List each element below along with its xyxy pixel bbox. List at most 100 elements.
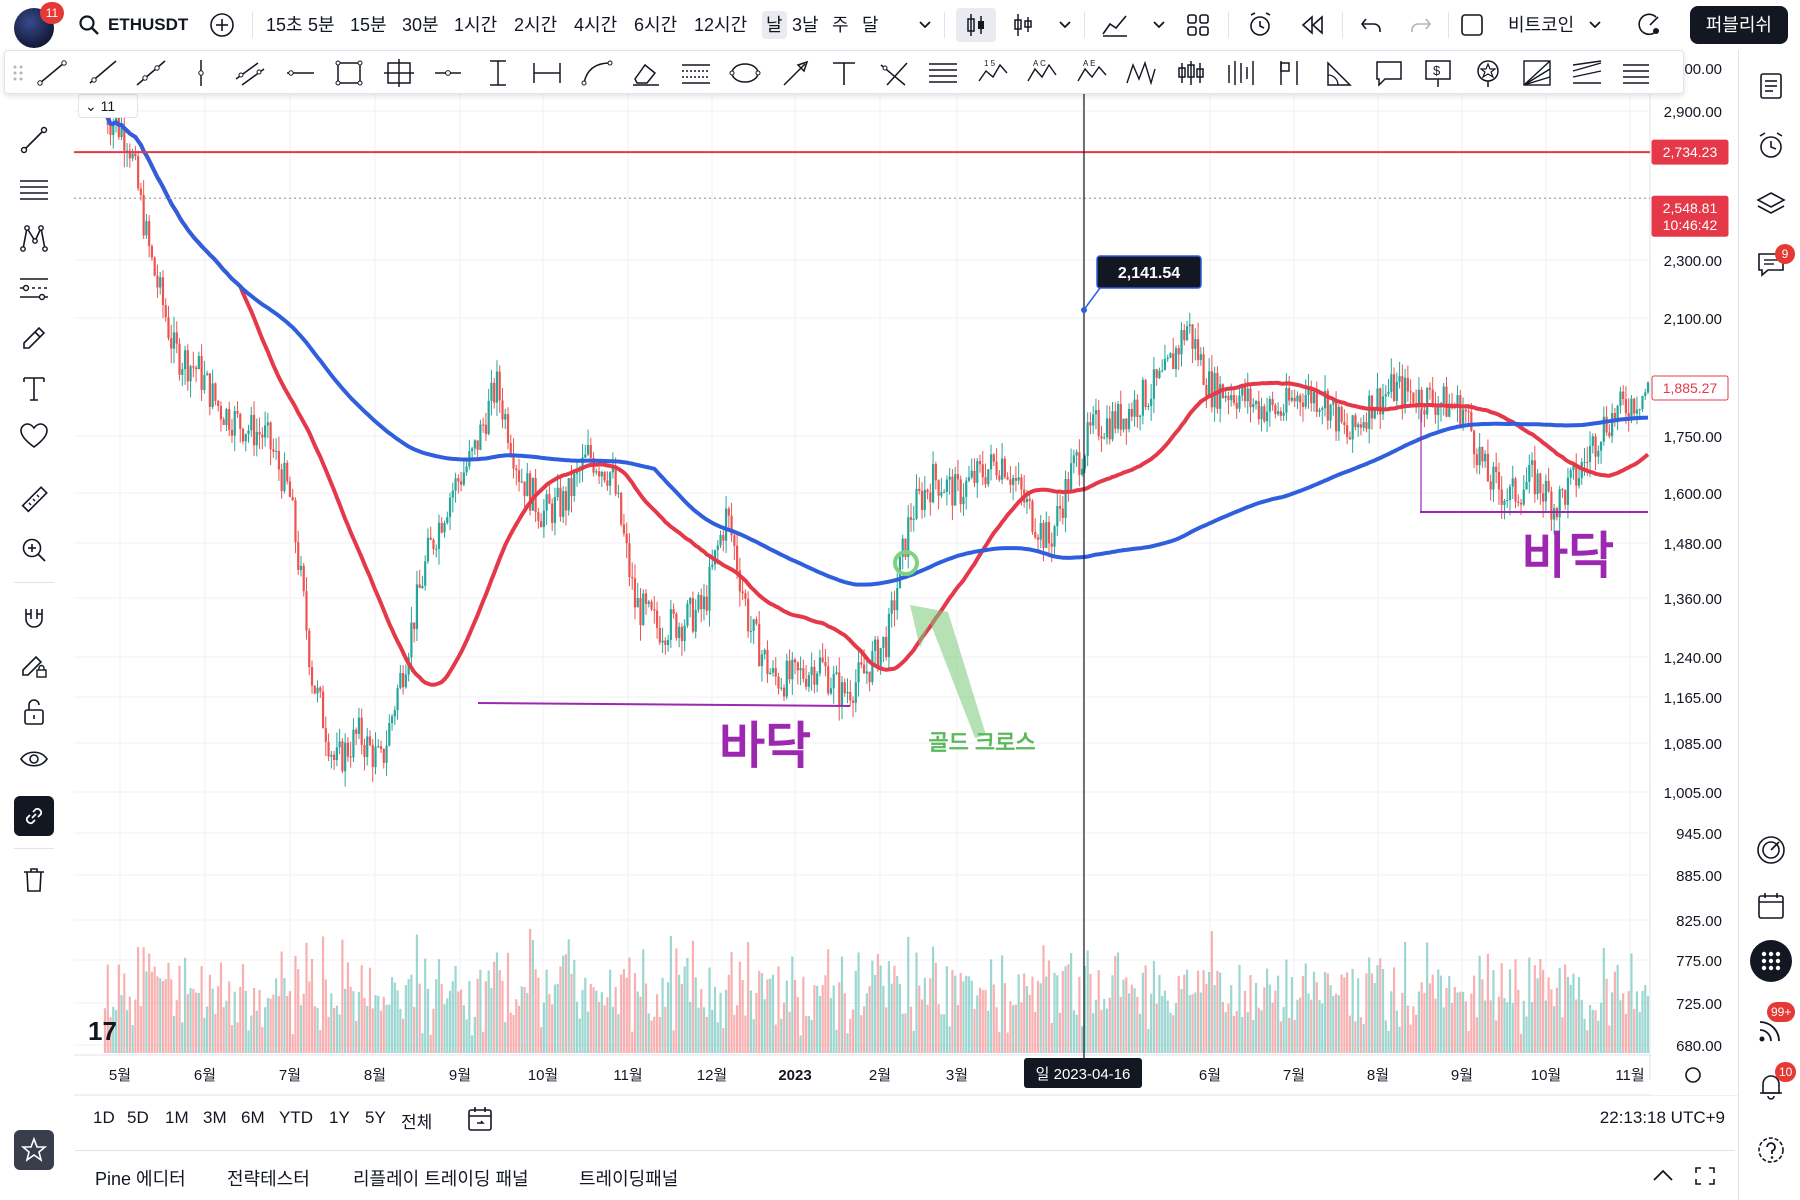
pattern-15-icon[interactable]: 1 5 bbox=[976, 57, 1010, 89]
goto-date-icon[interactable] bbox=[465, 1104, 495, 1139]
watchlist-icon[interactable] bbox=[1751, 66, 1791, 106]
chevron-up-icon[interactable] bbox=[1651, 1167, 1675, 1188]
trash-icon[interactable] bbox=[14, 860, 54, 900]
forecast-icon[interactable] bbox=[14, 268, 54, 308]
chevron-down-icon[interactable] bbox=[1588, 8, 1602, 42]
alarm-clock-icon[interactable] bbox=[1751, 126, 1791, 166]
zoom-in-icon[interactable] bbox=[14, 530, 54, 570]
range-0[interactable]: 1D bbox=[93, 1108, 115, 1127]
head-shoulders-icon[interactable] bbox=[1124, 57, 1158, 89]
timeframe-2[interactable]: 15분 bbox=[350, 15, 387, 35]
timeframe-8[interactable]: 12시간 bbox=[694, 15, 748, 35]
pattern-icon[interactable] bbox=[14, 218, 54, 258]
timeframe-5[interactable]: 2시간 bbox=[514, 15, 558, 35]
compare-add-icon[interactable] bbox=[208, 8, 236, 42]
fib-levels-icon[interactable] bbox=[926, 57, 960, 89]
ruler-icon[interactable] bbox=[14, 480, 54, 520]
fib-channel-icon[interactable] bbox=[679, 57, 713, 89]
cursor-count-tag[interactable]: ⌄ 11 bbox=[78, 94, 138, 118]
fib-fan-icon[interactable] bbox=[1520, 57, 1554, 89]
bottom-tab-0[interactable]: Pine 에디터 bbox=[95, 1169, 186, 1189]
elliott-bars-2-icon[interactable] bbox=[1223, 57, 1257, 89]
bottom-tab-2[interactable]: 리플레이 트레이딩 패널 bbox=[353, 1169, 529, 1189]
utc-clock[interactable]: 22:13:18 UTC+9 bbox=[1599, 1108, 1725, 1127]
triangle-ruler-icon[interactable] bbox=[1322, 57, 1356, 89]
vertical-measure-icon[interactable] bbox=[481, 57, 515, 89]
pattern-ac-icon[interactable]: A C bbox=[1025, 57, 1059, 89]
horizontal-line-pt-icon[interactable] bbox=[431, 57, 465, 89]
range-5[interactable]: YTD bbox=[279, 1108, 313, 1127]
pin-icon[interactable] bbox=[1471, 57, 1505, 89]
timeframe-4[interactable]: 1시간 bbox=[454, 15, 498, 35]
eye-icon[interactable] bbox=[14, 740, 54, 780]
candles-chart-type-icon[interactable] bbox=[956, 8, 996, 42]
layout-grid-icon[interactable] bbox=[1186, 8, 1210, 42]
arc-icon[interactable] bbox=[580, 57, 614, 89]
calendar-icon[interactable] bbox=[1751, 886, 1791, 926]
timeframe-7[interactable]: 6시간 bbox=[634, 15, 678, 35]
timeframe-3[interactable]: 30분 bbox=[402, 15, 439, 35]
timeframe-6[interactable]: 4시간 bbox=[574, 15, 618, 35]
search-icon[interactable] bbox=[78, 8, 100, 42]
trend-line-icon[interactable] bbox=[14, 120, 54, 160]
bar-chart-type-icon[interactable] bbox=[1012, 8, 1036, 42]
lock-drawing-icon[interactable] bbox=[14, 646, 54, 686]
ray-icon[interactable] bbox=[85, 57, 119, 89]
alert-add-icon[interactable] bbox=[1246, 8, 1276, 42]
redo-icon[interactable] bbox=[1410, 8, 1432, 42]
extended-line-icon[interactable] bbox=[134, 57, 168, 89]
bell-icon[interactable] bbox=[1751, 1066, 1791, 1106]
horizontal-ray-icon[interactable] bbox=[283, 57, 317, 89]
chevron-down-icon[interactable] bbox=[1058, 8, 1072, 42]
stream-icon[interactable] bbox=[1751, 1010, 1791, 1050]
symbol-search[interactable]: ETHUSDT bbox=[108, 15, 189, 34]
text-icon[interactable] bbox=[14, 368, 54, 408]
date-range-icon[interactable] bbox=[530, 57, 564, 89]
rectangle-icon[interactable] bbox=[332, 57, 366, 89]
target-icon[interactable] bbox=[1751, 830, 1791, 870]
bottom-tab-3[interactable]: 트레이딩패널 bbox=[579, 1169, 679, 1189]
cross-rect-icon[interactable] bbox=[382, 57, 416, 89]
pattern-ae-icon[interactable]: A E bbox=[1075, 57, 1109, 89]
fib-retracement-icon[interactable] bbox=[14, 170, 54, 210]
heart-icon[interactable] bbox=[14, 416, 54, 456]
crossed-lines-icon[interactable] bbox=[877, 57, 911, 89]
vertical-line-icon[interactable] bbox=[184, 57, 218, 89]
layers-icon[interactable] bbox=[1751, 184, 1791, 224]
bottom-tab-1[interactable]: 전략테스터 bbox=[227, 1169, 310, 1189]
timeframe-0[interactable]: 15초 bbox=[266, 15, 303, 35]
link-icon[interactable] bbox=[14, 796, 54, 836]
help-icon[interactable] bbox=[1751, 1130, 1791, 1170]
quick-search-icon[interactable] bbox=[1636, 8, 1664, 42]
timeframe-11[interactable]: 주 bbox=[832, 15, 849, 35]
range-1[interactable]: 5D bbox=[127, 1108, 149, 1127]
elliott-bars-icon[interactable] bbox=[1174, 57, 1208, 89]
magnet-icon[interactable] bbox=[14, 600, 54, 640]
unlock-icon[interactable] bbox=[14, 692, 54, 732]
callout-icon[interactable] bbox=[1372, 57, 1406, 89]
undo-icon[interactable] bbox=[1360, 8, 1382, 42]
parallel-channel-icon[interactable] bbox=[233, 57, 267, 89]
layout-name[interactable]: 비트코인 bbox=[1508, 15, 1575, 35]
menu-lines-icon[interactable] bbox=[1619, 57, 1653, 89]
layout-checkbox-icon[interactable] bbox=[1460, 8, 1484, 42]
timeframe-9[interactable]: 날 bbox=[762, 11, 787, 39]
price-note-icon[interactable]: $ bbox=[1421, 57, 1455, 89]
replay-icon[interactable] bbox=[1300, 8, 1326, 42]
drag-handle-icon[interactable] bbox=[11, 57, 25, 89]
flag-bars-icon[interactable] bbox=[1273, 57, 1307, 89]
publish-button[interactable]: 퍼블리쉬 bbox=[1689, 6, 1788, 44]
apps-grid-icon[interactable] bbox=[1750, 940, 1792, 982]
range-8[interactable]: 전체 bbox=[401, 1113, 433, 1132]
trend-line-icon[interactable] bbox=[35, 57, 69, 89]
eraser-icon[interactable] bbox=[629, 57, 663, 89]
arrow-icon[interactable] bbox=[778, 57, 812, 89]
timeframe-12[interactable]: 달 bbox=[862, 15, 879, 35]
favorites-star-icon[interactable] bbox=[14, 1130, 54, 1170]
range-4[interactable]: 6M bbox=[241, 1108, 265, 1127]
range-3[interactable]: 3M bbox=[203, 1108, 227, 1127]
fib-wedge-icon[interactable] bbox=[1570, 57, 1604, 89]
maximize-panel-icon[interactable] bbox=[1693, 1165, 1717, 1192]
chevron-down-icon[interactable] bbox=[918, 8, 932, 42]
